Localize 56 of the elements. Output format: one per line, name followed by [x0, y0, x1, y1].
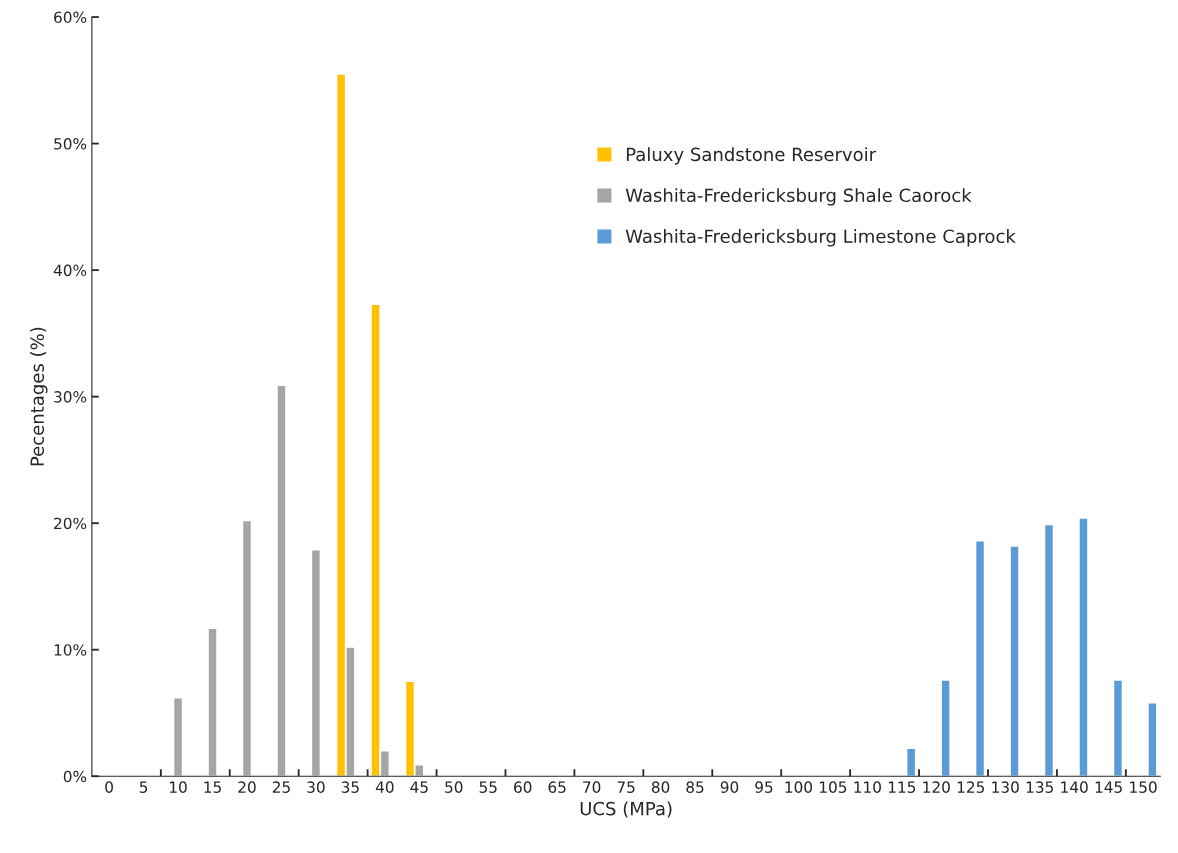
x-axis-title: UCS (MPa): [580, 801, 672, 818]
legend-label: Washita-Fredericksburg Limestone Caprock: [625, 229, 1016, 247]
x-tick-label: 115: [888, 781, 916, 793]
x-tick-label: 5: [139, 781, 148, 793]
x-tick-label: 95: [755, 781, 773, 793]
y-tick-label: 20%: [54, 517, 87, 530]
y-axis-title: Pecentages (%): [30, 327, 48, 466]
x-tick-label: 125: [957, 781, 985, 793]
x-tick-label: 90: [720, 781, 739, 793]
bar: [906, 747, 917, 777]
x-tick-label: 30: [307, 781, 325, 793]
bar: [241, 519, 253, 777]
x-tick-label: 70: [583, 781, 601, 793]
x-tick-label: 135: [1026, 781, 1053, 793]
bar: [207, 627, 218, 777]
bar: [310, 549, 322, 777]
x-tick-label: 105: [820, 781, 847, 793]
bar: [1009, 545, 1020, 777]
x-tick-label: 65: [548, 781, 566, 793]
legend-label: Washita-Fredericksburg Shale Caorock: [625, 188, 972, 206]
bar: [940, 679, 951, 777]
x-tick-label: 100: [785, 781, 812, 793]
x-tick-label: 80: [651, 781, 670, 793]
x-tick-label: 50: [445, 781, 463, 793]
x-tick-label: 15: [204, 781, 221, 793]
x-tick-label: 120: [923, 781, 950, 793]
y-tick-label: 50%: [54, 138, 87, 150]
x-tick-label: 25: [272, 781, 290, 793]
legend-label: Paluxy Sandstone Reservoir: [626, 147, 877, 165]
bar: [1147, 702, 1158, 777]
y-tick-label: 30%: [54, 391, 87, 403]
y-tick-label: 60%: [54, 11, 87, 24]
x-tick-label: 20: [238, 781, 256, 793]
x-tick-label: 150: [1130, 781, 1157, 793]
y-tick-label: 10%: [54, 644, 87, 656]
x-tick-label: 75: [617, 781, 635, 793]
x-tick-label: 35: [341, 781, 359, 793]
bar: [974, 540, 986, 777]
x-tick-label: 85: [686, 781, 704, 793]
x-tick-label: 110: [854, 781, 881, 793]
x-tick-label: 40: [375, 781, 394, 793]
x-tick-label: 140: [1061, 781, 1088, 793]
bar: [172, 697, 184, 777]
x-tick-label: 0: [105, 781, 113, 793]
x-tick-label: 45: [410, 781, 428, 793]
x-tick-label: 145: [1095, 781, 1122, 793]
x-tick-label: 60: [514, 781, 532, 793]
bar: [276, 384, 287, 777]
x-tick-label: 10: [170, 781, 187, 793]
bar: [1112, 679, 1124, 777]
bar: [1078, 517, 1089, 777]
y-tick-label: 40%: [53, 264, 87, 277]
bar: [1043, 523, 1055, 777]
y-tick-label: 0%: [63, 770, 87, 783]
x-tick-label: 130: [992, 781, 1019, 793]
x-tick-label: 55: [479, 781, 497, 793]
